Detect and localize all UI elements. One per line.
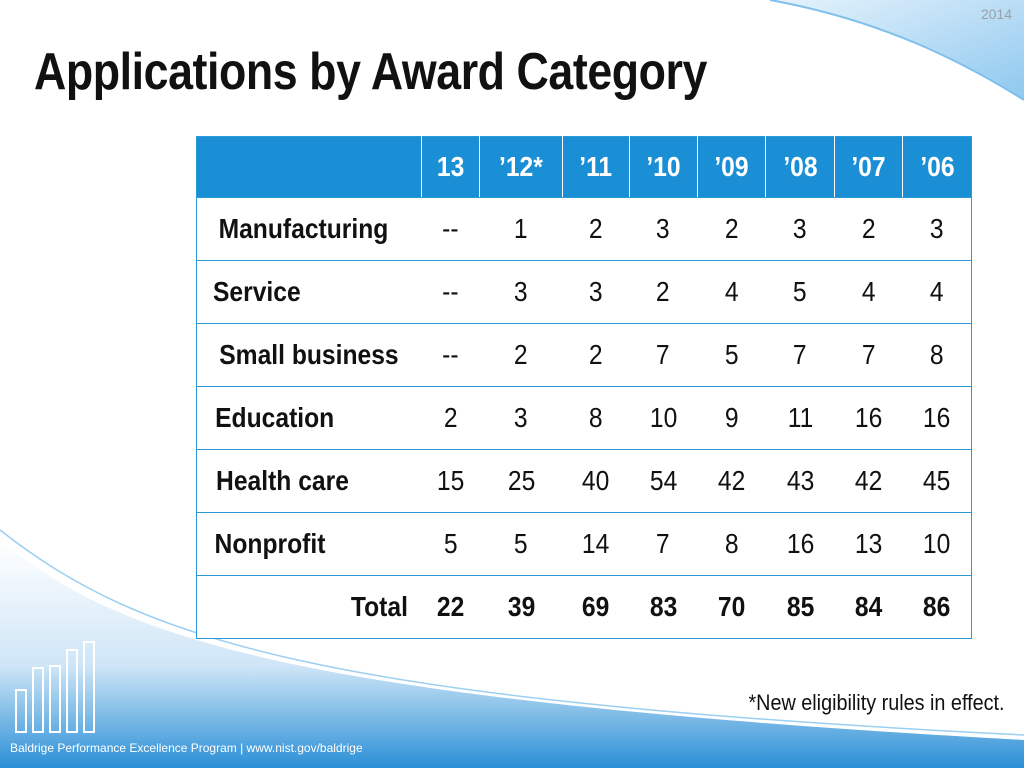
table-cell: 7: [765, 323, 835, 387]
header-cell: ’08: [765, 136, 835, 198]
table-cell: 2: [834, 197, 903, 261]
table-cell: 3: [629, 197, 698, 261]
table-cell: 10: [629, 386, 698, 450]
table-cell: 16: [765, 512, 835, 576]
table-cell: 70: [697, 575, 766, 639]
table-cell: 4: [902, 260, 972, 324]
row-label: Nonprofit: [196, 512, 422, 576]
footnote: *New eligibility rules in effect.: [747, 690, 1004, 715]
table-cell: --: [421, 323, 480, 387]
table-cell: 5: [479, 512, 563, 576]
table-cell: 5: [421, 512, 480, 576]
header-cell: ’11: [562, 136, 630, 198]
table-cell: 9: [697, 386, 766, 450]
table-cell: 69: [562, 575, 629, 639]
table-cell: 11: [765, 386, 835, 450]
footer-text: Baldrige Performance Excellence Program …: [10, 741, 363, 755]
table-cell: 3: [479, 386, 563, 450]
table-cell: 3: [902, 197, 972, 261]
table-cell: 4: [697, 260, 766, 324]
table-cell: 14: [562, 512, 629, 576]
header-cell: ’09: [696, 136, 767, 198]
header-cell: [196, 136, 422, 198]
header-cell: ’12*: [479, 136, 564, 198]
table-cell: 2: [562, 323, 629, 387]
row-label: Small business: [196, 323, 422, 387]
table-cell: 25: [479, 449, 563, 513]
table-cell: 42: [697, 449, 766, 513]
table-row: Service -- 3 3 2 4 5 4 4: [196, 260, 972, 324]
row-label: Education: [196, 386, 422, 450]
table-cell: 86: [902, 575, 972, 639]
table-cell: 54: [629, 449, 698, 513]
table-cell: 85: [765, 575, 835, 639]
table-cell: 10: [902, 512, 972, 576]
table-cell: 5: [697, 323, 766, 387]
table-cell: 7: [834, 323, 903, 387]
table-body: Manufacturing -- 1 2 3 2 3 2 3 Service -- 3 3 2 4 5 4 4 Sm…: [196, 197, 972, 639]
header-cell: 13: [420, 136, 481, 198]
table-row: Education 2 3 8 10 9 11 16 16: [196, 386, 972, 450]
table-cell: --: [421, 260, 480, 324]
table-cell: 2: [562, 197, 629, 261]
row-label: Service: [196, 260, 422, 324]
table-cell: 15: [421, 449, 480, 513]
table-row: Health care 15 25 40 54 42 43 42 45: [196, 449, 972, 513]
table-cell: 45: [902, 449, 972, 513]
table-cell: 7: [629, 512, 698, 576]
table-cell: 8: [697, 512, 766, 576]
slide-year: 2014: [980, 6, 1012, 22]
table-cell: 2: [421, 386, 480, 450]
table-cell: 3: [562, 260, 629, 324]
row-label: Health care: [196, 449, 422, 513]
table-cell: 83: [629, 575, 698, 639]
table-cell: 2: [629, 260, 698, 324]
slide-title: Applications by Award Category: [34, 43, 707, 101]
table-cell: 42: [834, 449, 903, 513]
table-cell: 8: [562, 386, 629, 450]
row-label: Total: [196, 575, 422, 639]
table-cell: 40: [562, 449, 629, 513]
table-cell: 2: [697, 197, 766, 261]
table-cell: 84: [834, 575, 903, 639]
table-cell: 1: [479, 197, 563, 261]
header-cell: ’10: [628, 136, 698, 198]
table-cell: 7: [629, 323, 698, 387]
table-row: Nonprofit 5 5 14 7 8 16 13 10: [196, 512, 972, 576]
table-cell: 4: [834, 260, 903, 324]
table-cell: 5: [765, 260, 835, 324]
table-cell: 8: [902, 323, 972, 387]
table-cell: 39: [479, 575, 563, 639]
table-cell: 3: [479, 260, 563, 324]
header-cell: ’06: [902, 136, 972, 198]
table-total-row: Total 22 39 69 83 70 85 84 86: [196, 575, 972, 639]
table-cell: 2: [479, 323, 563, 387]
table-row: Small business -- 2 2 7 5 7 7 8: [196, 323, 972, 387]
row-label: Manufacturing: [196, 197, 422, 261]
table-cell: 16: [902, 386, 972, 450]
table-cell: 16: [834, 386, 903, 450]
table-cell: --: [421, 197, 480, 261]
baldrige-logo-icon: [15, 641, 95, 733]
table-cell: 3: [765, 197, 835, 261]
table-cell: 43: [765, 449, 835, 513]
applications-table: 13 ’12* ’11 ’10 ’09 ’08 ’07 ’06 Manufact…: [196, 136, 972, 639]
table-header-row: 13 ’12* ’11 ’10 ’09 ’08 ’07 ’06: [196, 136, 972, 198]
table-cell: 13: [834, 512, 903, 576]
table-cell: 22: [421, 575, 480, 639]
table-row: Manufacturing -- 1 2 3 2 3 2 3: [196, 197, 972, 261]
header-cell: ’07: [833, 136, 904, 198]
